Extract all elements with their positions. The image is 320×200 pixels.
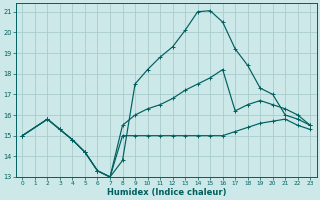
X-axis label: Humidex (Indice chaleur): Humidex (Indice chaleur) [107, 188, 226, 197]
